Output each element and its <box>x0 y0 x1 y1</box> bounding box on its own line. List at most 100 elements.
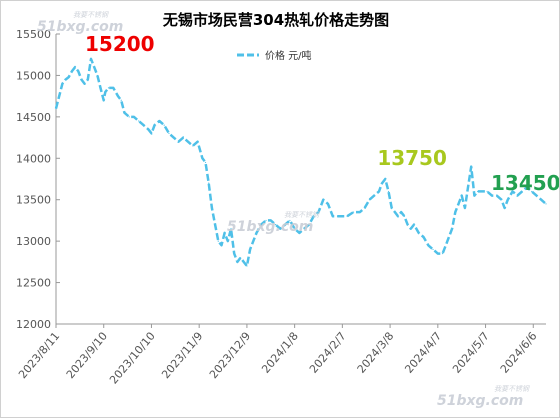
data-point <box>500 199 503 201</box>
data-point <box>211 207 213 209</box>
data-point <box>418 232 420 234</box>
plot-area <box>54 57 547 268</box>
data-point <box>173 136 175 139</box>
data-point <box>220 244 223 246</box>
data-point <box>64 78 67 81</box>
data-point <box>58 95 60 97</box>
data-point <box>526 186 528 188</box>
data-point <box>531 190 533 193</box>
data-point <box>511 190 514 193</box>
data-point <box>117 95 119 97</box>
x-tick-label: 2023/8/11 <box>16 330 62 382</box>
data-point <box>308 223 310 226</box>
data-point <box>182 136 184 139</box>
data-point <box>236 261 238 263</box>
legend: 价格 元/吨 <box>237 49 312 62</box>
data-point <box>80 78 83 81</box>
data-point <box>470 165 472 168</box>
x-tick-label: 2023/9/10 <box>64 330 110 382</box>
data-point <box>68 76 70 78</box>
data-point <box>252 240 254 242</box>
data-point <box>322 199 324 201</box>
y-tick-label: 12500 <box>16 277 51 290</box>
data-point <box>373 194 375 197</box>
data-point <box>387 190 390 193</box>
y-tick-label: 13000 <box>16 235 51 248</box>
data-point <box>467 186 469 188</box>
data-point <box>400 211 402 213</box>
annotations: 15200 13750 13450 <box>85 32 559 195</box>
data-point <box>454 211 456 213</box>
data-point <box>535 194 538 197</box>
data-point <box>446 240 448 242</box>
data-point <box>158 120 161 122</box>
y-tick-label: 12000 <box>16 318 51 331</box>
data-point <box>507 199 509 201</box>
watermark-logo: 51bxg.com <box>437 393 523 409</box>
watermark-center: 51bxg.com 我要不锈钢 <box>227 211 320 235</box>
data-point <box>394 211 396 213</box>
data-point <box>516 194 518 197</box>
data-point <box>352 211 355 213</box>
data-point <box>147 128 149 130</box>
watermark-tagline: 我要不锈钢 <box>494 385 530 393</box>
data-point <box>104 91 106 93</box>
data-point <box>249 248 251 251</box>
data-point <box>303 228 305 230</box>
watermark-tagline: 我要不锈钢 <box>284 211 320 219</box>
data-point <box>521 190 523 193</box>
data-point <box>71 70 73 72</box>
data-point <box>84 83 86 85</box>
data-point <box>391 207 393 209</box>
data-point <box>227 240 229 242</box>
data-point <box>461 194 463 197</box>
data-point <box>239 257 242 259</box>
data-point <box>154 124 156 126</box>
y-tick-label: 14500 <box>16 111 51 124</box>
data-point <box>208 182 210 184</box>
data-point <box>378 190 380 193</box>
data-point <box>77 70 79 72</box>
data-point <box>214 223 216 226</box>
watermark-bottom-right: 51bxg.com 我要不锈钢 <box>437 385 530 409</box>
x-tick-label: 2024/2/7 <box>307 330 349 376</box>
data-point <box>441 252 444 255</box>
data-point <box>384 178 386 180</box>
x-tick-label: 2024/1/8 <box>259 330 301 376</box>
x-tick-label: 2024/5/7 <box>450 330 492 376</box>
legend-label: 价格 元/吨 <box>265 49 312 62</box>
data-point <box>255 232 258 234</box>
watermark-tagline: 我要不锈钢 <box>73 11 109 19</box>
data-point <box>313 215 315 217</box>
data-point <box>289 219 291 222</box>
data-point <box>481 190 483 193</box>
data-point <box>123 112 126 114</box>
data-point <box>381 182 383 184</box>
data-point <box>406 223 409 226</box>
data-point <box>504 207 506 209</box>
data-point <box>233 252 235 255</box>
y-tick-label: 13500 <box>16 194 51 207</box>
data-point <box>74 66 76 68</box>
data-point <box>540 199 542 201</box>
data-point <box>230 228 232 230</box>
data-point <box>224 232 226 234</box>
data-point <box>437 252 439 255</box>
data-point <box>138 120 140 122</box>
data-point <box>142 124 145 126</box>
data-point <box>476 190 479 193</box>
data-point <box>99 87 102 89</box>
data-point <box>298 232 301 234</box>
data-point <box>403 215 406 217</box>
data-point <box>163 124 165 126</box>
x-tick-label: 2023/10/10 <box>107 330 158 387</box>
x-tick-label: 2024/6/6 <box>498 330 540 376</box>
data-point <box>274 223 277 226</box>
data-point <box>427 244 429 246</box>
data-point <box>270 219 272 222</box>
data-point <box>364 207 366 209</box>
data-point <box>112 87 114 89</box>
data-point <box>327 203 329 205</box>
data-point <box>217 240 219 242</box>
